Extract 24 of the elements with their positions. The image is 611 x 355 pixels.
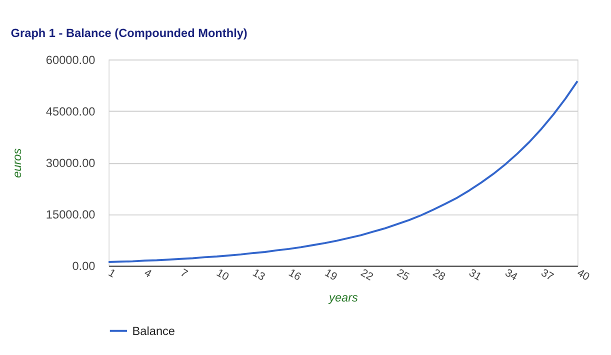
x-tick-label: 1 <box>106 266 118 280</box>
x-tick-label: 40 <box>574 266 592 284</box>
y-tick-label: 0.00 <box>72 259 96 274</box>
x-tick-label: 16 <box>286 266 303 284</box>
legend-label: Balance <box>132 324 176 338</box>
x-tick-label: 34 <box>502 266 520 284</box>
x-tick-label: 31 <box>466 266 484 284</box>
y-tick-label: 60000.00 <box>46 52 96 67</box>
y-axis-title: euros <box>10 148 24 178</box>
y-tick-label: 45000.00 <box>46 104 96 118</box>
y-tick-label: 15000.00 <box>46 208 96 222</box>
line-series <box>108 80 578 263</box>
chart-title: Graph 1 - Balance (Compounded Monthly) <box>10 26 248 40</box>
x-tick-label: 25 <box>394 266 412 284</box>
x-tick-label: 4 <box>142 266 154 280</box>
x-tick-label: 10 <box>214 266 231 284</box>
x-axis-title: years <box>328 290 358 304</box>
x-tick-label: 22 <box>358 266 375 284</box>
x-tick-label: 37 <box>538 266 556 284</box>
x-tick-label: 28 <box>430 266 448 284</box>
y-tick-label: 30000.00 <box>46 156 96 170</box>
x-tick-label: 7 <box>178 266 190 280</box>
x-tick-label: 19 <box>322 266 339 284</box>
x-tick-label: 13 <box>250 266 267 284</box>
